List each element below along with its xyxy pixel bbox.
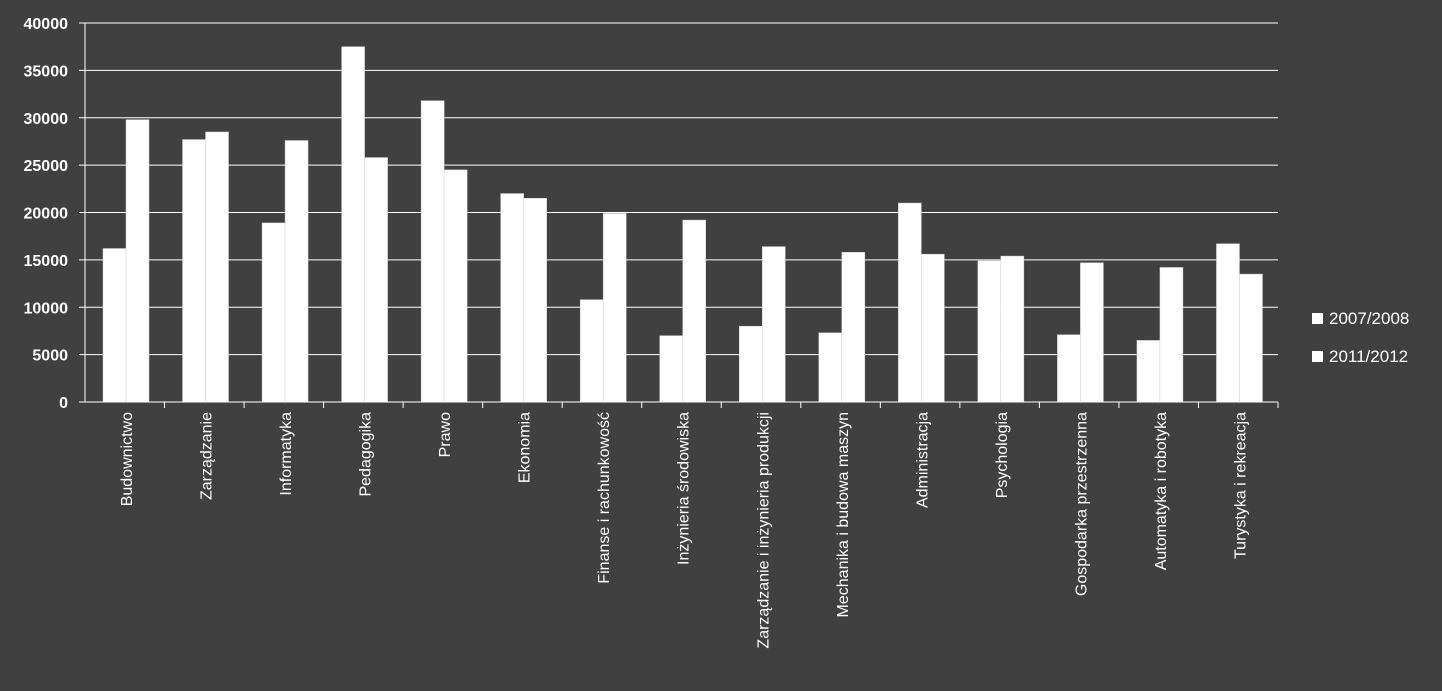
- bar-2011-2012-3: [364, 157, 388, 403]
- x-tick-labels: Budownictwo Zarządzanie Informatyka Pedagog…: [119, 412, 1249, 649]
- bar-2011-2012-8: [762, 246, 786, 403]
- bar-2007-2008-7: [659, 335, 683, 403]
- x-tick-label: Gospodarka przestrzenna: [1073, 412, 1090, 596]
- y-tick-labels: 0 5000 10000 15000 20000 25000 30000 35000 40000: [24, 16, 69, 412]
- legend-swatch: [1312, 351, 1323, 362]
- bar-2007-2008-2: [261, 222, 286, 403]
- y-tick-label: 25000: [24, 158, 69, 175]
- bar-2007-2008-6: [579, 299, 604, 403]
- bar-2011-2012-4: [443, 169, 468, 403]
- y-tick-label: 35000: [24, 63, 69, 80]
- bar-2007-2008-0: [102, 248, 127, 403]
- y-tick-label: 40000: [24, 16, 69, 33]
- x-tick-label: Zarządzanie: [199, 412, 216, 500]
- bar-2011-2012-6: [602, 213, 627, 403]
- bar-2007-2008-12: [1057, 334, 1081, 403]
- bar-2011-2012-12: [1080, 262, 1104, 403]
- bar-2011-2012-5: [523, 198, 547, 403]
- x-tick-label: Administracja: [914, 412, 931, 508]
- bar-2011-2012-7: [682, 219, 706, 403]
- legend-label: 2011/2012: [1329, 347, 1408, 366]
- y-tick-label: 10000: [24, 300, 69, 317]
- x-tick-label: Pedagogika: [358, 412, 375, 497]
- y-tick-label: 0: [59, 395, 68, 412]
- legend-swatch: [1312, 313, 1323, 324]
- y-tick-label: 30000: [24, 111, 69, 128]
- x-tick-label: Ekonomia: [517, 412, 534, 483]
- bar-2007-2008-1: [182, 139, 206, 403]
- bar-2011-2012-9: [841, 252, 866, 403]
- bar-2007-2008-11: [977, 260, 1002, 403]
- x-tick-label: Turystyka i rekreacja: [1232, 412, 1249, 559]
- axis-layer: [79, 23, 1278, 403]
- x-tick-label: Automatyka i robotyka: [1153, 412, 1170, 570]
- bar-2011-2012-13: [1159, 267, 1184, 403]
- x-tick-label: Finanse i rachunkowość: [596, 412, 613, 584]
- legend: 2007/2008 2011/2012: [1312, 309, 1409, 366]
- x-tick-label: Informatyka: [278, 412, 295, 496]
- legend-label: 2007/2008: [1329, 309, 1409, 328]
- x-tick-label: Psychologia: [994, 412, 1011, 498]
- bar-2007-2008-13: [1136, 340, 1161, 403]
- y-tick-label: 5000: [32, 348, 68, 365]
- bar-2007-2008-10: [898, 202, 922, 403]
- x-tick-label: Prawo: [437, 412, 454, 457]
- bar-2007-2008-4: [420, 100, 445, 403]
- x-tick-label: Inżynieria środowiska: [676, 412, 693, 565]
- x-tick-label: Mechanika i budowa maszyn: [835, 412, 852, 617]
- bars-layer: [102, 46, 1263, 403]
- x-tick-label: Zarządzanie i inżynieria produkcji: [755, 412, 772, 649]
- bar-2011-2012-0: [125, 119, 150, 403]
- x-tick-label: Budownictwo: [119, 412, 136, 506]
- bar-2011-2012-1: [205, 131, 229, 403]
- bar-2007-2008-9: [818, 332, 843, 403]
- y-tick-label: 20000: [24, 206, 69, 223]
- bar-2007-2008-3: [341, 46, 365, 403]
- bar-2011-2012-10: [921, 253, 945, 403]
- bar-2011-2012-2: [284, 140, 309, 403]
- bar-2011-2012-14: [1239, 273, 1263, 403]
- y-tick-label: 15000: [24, 253, 69, 270]
- bar-2007-2008-5: [500, 193, 524, 403]
- bar-2007-2008-8: [739, 325, 763, 403]
- bar-2007-2008-14: [1216, 243, 1240, 403]
- bar-2011-2012-11: [1000, 255, 1025, 403]
